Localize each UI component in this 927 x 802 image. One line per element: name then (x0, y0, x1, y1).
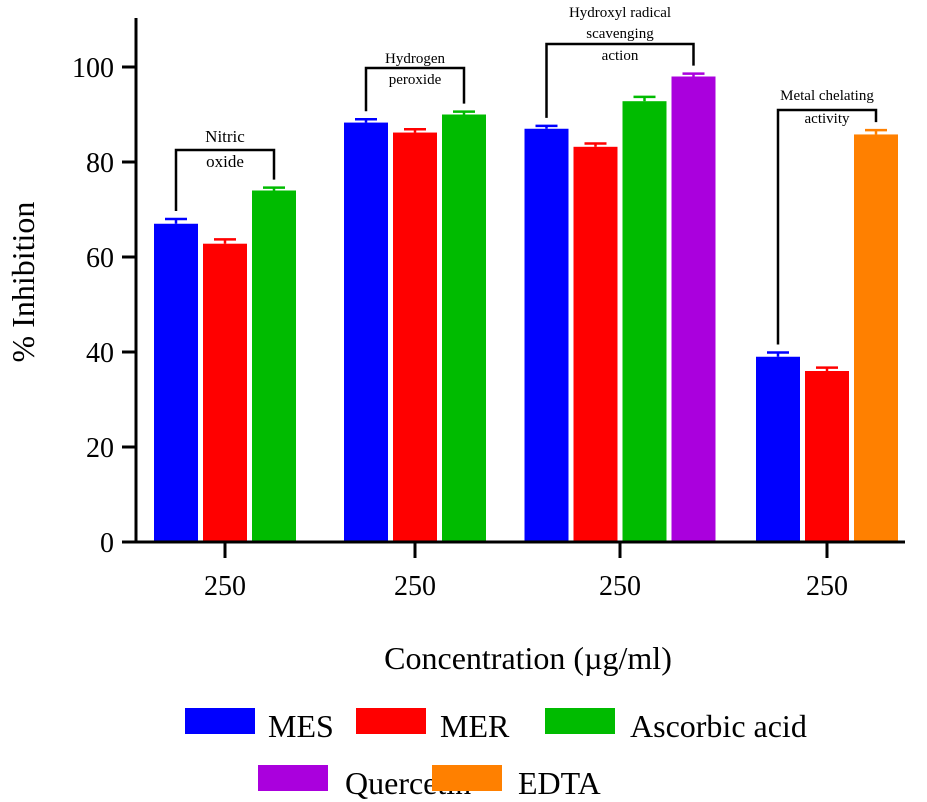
bar-1-mes (154, 223, 198, 542)
bracket-3 (545, 42, 695, 118)
bar-2-ascorbic-acid (442, 114, 486, 542)
bar-3-mer (573, 146, 618, 543)
bar-4-mer (805, 371, 849, 542)
legend-swatch-mes (185, 708, 255, 734)
annotation-label-4-1: Metal chelating (780, 88, 874, 104)
y-tick-label-40: 40 (86, 338, 114, 369)
y-tick-label-20: 20 (86, 433, 114, 464)
y-axis-title: % Inhibition (5, 202, 41, 363)
annotation-label-2-1: Hydrogen (385, 51, 445, 67)
bar-2-mer (393, 132, 437, 543)
annotation-label-3-3: action (602, 48, 639, 64)
bar-3-mes (524, 128, 569, 542)
legend-swatch-ascorbic-acid (545, 708, 615, 734)
bar-3-quercetin (671, 76, 716, 542)
annotation-label-3-1: Hydroxyl radical (569, 5, 671, 21)
axes-layer: 0 20 40 60 80 100 250 250 250 250 (72, 18, 905, 602)
bar-1-mer (203, 243, 247, 542)
annotations-layer: Nitric oxide Hydrogen peroxide Hydroxyl radi… (174, 5, 878, 345)
annotation-label-2-2: peroxide (389, 72, 442, 88)
annotation-label-1-1: Nitric (205, 127, 245, 146)
legend-label-ascorbic-acid: Ascorbic acid (630, 708, 807, 744)
bracket-1 (174, 148, 276, 211)
x-axis-title: Concentration (µg/ml) (384, 640, 672, 676)
x-tick-label-1: 250 (204, 571, 246, 602)
x-tick-label-4: 250 (806, 571, 848, 602)
y-tick-label-80: 80 (86, 148, 114, 179)
annotation-label-1-2: oxide (206, 152, 244, 171)
annotation-label-3-2: scavenging (586, 26, 654, 42)
legend-label-mer: MER (440, 708, 510, 744)
y-tick-label-0: 0 (100, 528, 114, 559)
y-tick-label-60: 60 (86, 243, 114, 274)
bar-4-edta (854, 134, 898, 542)
bar-1-ascorbic-acid (252, 190, 296, 542)
bracket-4 (776, 108, 878, 345)
legend-swatch-edta (432, 765, 502, 791)
bars-layer (154, 72, 898, 543)
legend-swatch-quercetin (258, 765, 328, 791)
annotation-label-4-2: activity (805, 111, 850, 127)
x-tick-label-3: 250 (599, 571, 641, 602)
bracket-2 (364, 66, 466, 112)
bar-2-mes (344, 122, 388, 542)
legend-label-mes: MES (268, 708, 334, 744)
legend-swatch-mer (356, 708, 426, 734)
y-tick-label-100: 100 (72, 53, 114, 84)
legend-label-edta: EDTA (518, 765, 601, 801)
bar-4-mes (756, 356, 800, 542)
bar-3-ascorbic-acid (622, 101, 667, 542)
x-tick-label-2: 250 (394, 571, 436, 602)
